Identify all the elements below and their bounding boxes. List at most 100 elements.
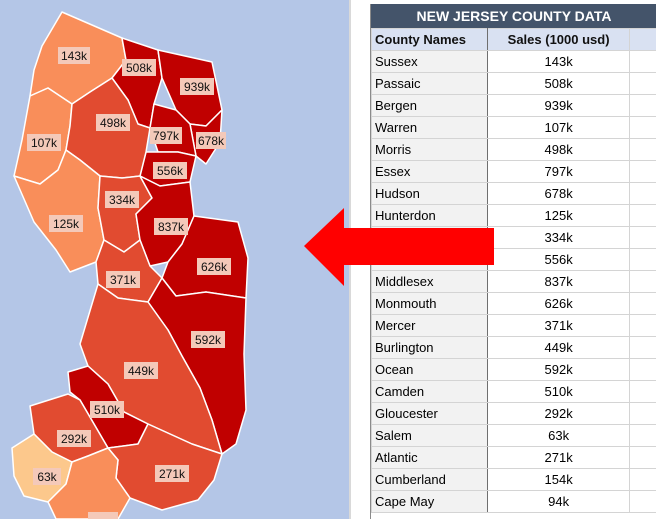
cell-county-name[interactable]: Cape May — [371, 490, 489, 513]
cell-empty[interactable] — [628, 292, 656, 315]
cell-empty[interactable] — [628, 380, 656, 403]
cell-county-name[interactable]: Burlington — [371, 336, 489, 359]
cell-empty[interactable] — [628, 314, 656, 337]
cell-empty[interactable] — [628, 446, 656, 469]
cell-county-name[interactable]: Union — [371, 248, 489, 271]
cell-empty[interactable] — [628, 248, 656, 271]
cell-empty[interactable] — [628, 336, 656, 359]
cell-sales[interactable]: 797k — [487, 160, 630, 183]
panel-divider — [349, 0, 351, 519]
label-mercer: 371k — [106, 271, 140, 288]
cell-sales[interactable]: 510k — [487, 380, 630, 403]
cell-county-name[interactable]: Essex — [371, 160, 489, 183]
table-title: NEW JERSEY COUNTY DATA — [371, 4, 656, 28]
cell-empty[interactable] — [628, 72, 656, 95]
cell-county-name[interactable]: Cumberland — [371, 468, 489, 491]
svg-text:837k: 837k — [158, 220, 185, 234]
svg-text:510k: 510k — [94, 403, 121, 417]
cell-sales[interactable]: 154k — [487, 468, 630, 491]
data-grid: County Names Sales (1000 usd) Sussex 143k… — [371, 28, 656, 513]
cell-sales[interactable]: 334k — [487, 226, 630, 249]
cell-empty[interactable] — [628, 94, 656, 117]
table-row: Passaic 508k — [371, 72, 656, 95]
cell-sales[interactable]: 94k — [487, 490, 630, 513]
cell-empty[interactable] — [628, 204, 656, 227]
cell-county-name[interactable]: Ocean — [371, 358, 489, 381]
county-cumberland — [47, 447, 131, 519]
cell-county-name[interactable]: Morris — [371, 138, 489, 161]
cell-sales[interactable]: 271k — [487, 446, 630, 469]
cell-sales[interactable]: 107k — [487, 116, 630, 139]
cell-empty[interactable] — [628, 50, 656, 73]
cell-county-name[interactable]: Mercer — [371, 314, 489, 337]
header-row: County Names Sales (1000 usd) — [371, 28, 656, 51]
cell-sales[interactable]: 939k — [487, 94, 630, 117]
table-row: Cape May 94k — [371, 490, 656, 513]
svg-text:63k: 63k — [37, 470, 57, 484]
cell-sales[interactable]: 125k — [487, 204, 630, 227]
header-empty[interactable] — [628, 28, 656, 51]
table-row: Essex 797k — [371, 160, 656, 183]
table-row: Sussex 143k — [371, 50, 656, 73]
cell-county-name[interactable]: Gloucester — [371, 402, 489, 425]
cell-sales[interactable]: 592k — [487, 358, 630, 381]
cell-sales[interactable]: 143k — [487, 50, 630, 73]
label-passaic: 508k — [122, 59, 156, 76]
cell-county-name[interactable]: Atlantic — [371, 446, 489, 469]
cell-sales[interactable]: 556k — [487, 248, 630, 271]
table-row: Mercer 371k — [371, 314, 656, 337]
cell-county-name[interactable]: Middlesex — [371, 270, 489, 293]
cell-sales[interactable]: 292k — [487, 402, 630, 425]
cell-sales[interactable]: 63k — [487, 424, 630, 447]
table-row: Middlesex 837k — [371, 270, 656, 293]
cell-empty[interactable] — [628, 182, 656, 205]
cell-sales[interactable]: 626k — [487, 292, 630, 315]
table-row: Monmouth 626k — [371, 292, 656, 315]
cell-county-name[interactable]: Bergen — [371, 94, 489, 117]
header-sales[interactable]: Sales (1000 usd) — [487, 28, 630, 51]
cell-empty[interactable] — [628, 468, 656, 491]
svg-text:371k: 371k — [110, 273, 137, 287]
cell-county-name[interactable]: Monmouth — [371, 292, 489, 315]
cell-sales[interactable]: 837k — [487, 270, 630, 293]
cell-empty[interactable] — [628, 138, 656, 161]
table-row: Bergen 939k — [371, 94, 656, 117]
svg-text:107k: 107k — [31, 136, 58, 150]
svg-text:626k: 626k — [201, 260, 228, 274]
label-bergen: 939k — [180, 78, 214, 95]
cell-empty[interactable] — [628, 358, 656, 381]
cell-empty[interactable] — [628, 270, 656, 293]
cell-empty[interactable] — [628, 116, 656, 139]
cell-county-name[interactable]: Hudson — [371, 182, 489, 205]
cell-sales[interactable]: 449k — [487, 336, 630, 359]
cell-sales[interactable]: 498k — [487, 138, 630, 161]
label-camden: 510k — [90, 401, 124, 418]
cell-county-name[interactable]: Passaic — [371, 72, 489, 95]
cell-county-name[interactable]: Camden — [371, 380, 489, 403]
cell-county-name[interactable]: Sussex — [371, 50, 489, 73]
cell-empty[interactable] — [628, 226, 656, 249]
svg-text:498k: 498k — [100, 116, 127, 130]
cell-empty[interactable] — [628, 160, 656, 183]
cell-county-name[interactable]: Hunterdon — [371, 204, 489, 227]
cell-empty[interactable] — [628, 490, 656, 513]
cell-county-name[interactable]: Salem — [371, 424, 489, 447]
table-row: Union 556k — [371, 248, 656, 271]
table-row: Hudson 678k — [371, 182, 656, 205]
cell-county-name[interactable]: Warren — [371, 116, 489, 139]
svg-text:556k: 556k — [157, 164, 184, 178]
cell-sales[interactable]: 508k — [487, 72, 630, 95]
cell-county-name[interactable] — [371, 226, 489, 249]
nj-county-map: 143k 508k 939k 678k 797k 556k — [0, 0, 349, 519]
cell-empty[interactable] — [628, 402, 656, 425]
label-cumberland-partial — [88, 512, 118, 519]
table-row: Ocean 592k — [371, 358, 656, 381]
svg-text:334k: 334k — [109, 193, 136, 207]
table-row: Camden 510k — [371, 380, 656, 403]
cell-sales[interactable]: 371k — [487, 314, 630, 337]
header-county-names[interactable]: County Names — [371, 28, 489, 51]
label-hunterdon: 125k — [49, 215, 83, 232]
cell-empty[interactable] — [628, 424, 656, 447]
cell-sales[interactable]: 678k — [487, 182, 630, 205]
table-row: Hunterdon 125k — [371, 204, 656, 227]
